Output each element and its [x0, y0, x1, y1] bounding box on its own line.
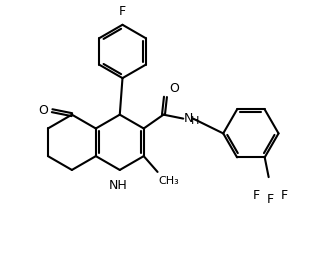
Text: F: F — [281, 189, 288, 202]
Text: N: N — [184, 112, 194, 125]
Text: F: F — [119, 5, 126, 18]
Text: F: F — [267, 193, 274, 206]
Text: CH₃: CH₃ — [158, 176, 179, 186]
Text: NH: NH — [109, 179, 127, 192]
Text: F: F — [253, 189, 260, 202]
Text: O: O — [38, 104, 48, 117]
Text: H: H — [191, 116, 200, 126]
Text: O: O — [169, 82, 179, 95]
